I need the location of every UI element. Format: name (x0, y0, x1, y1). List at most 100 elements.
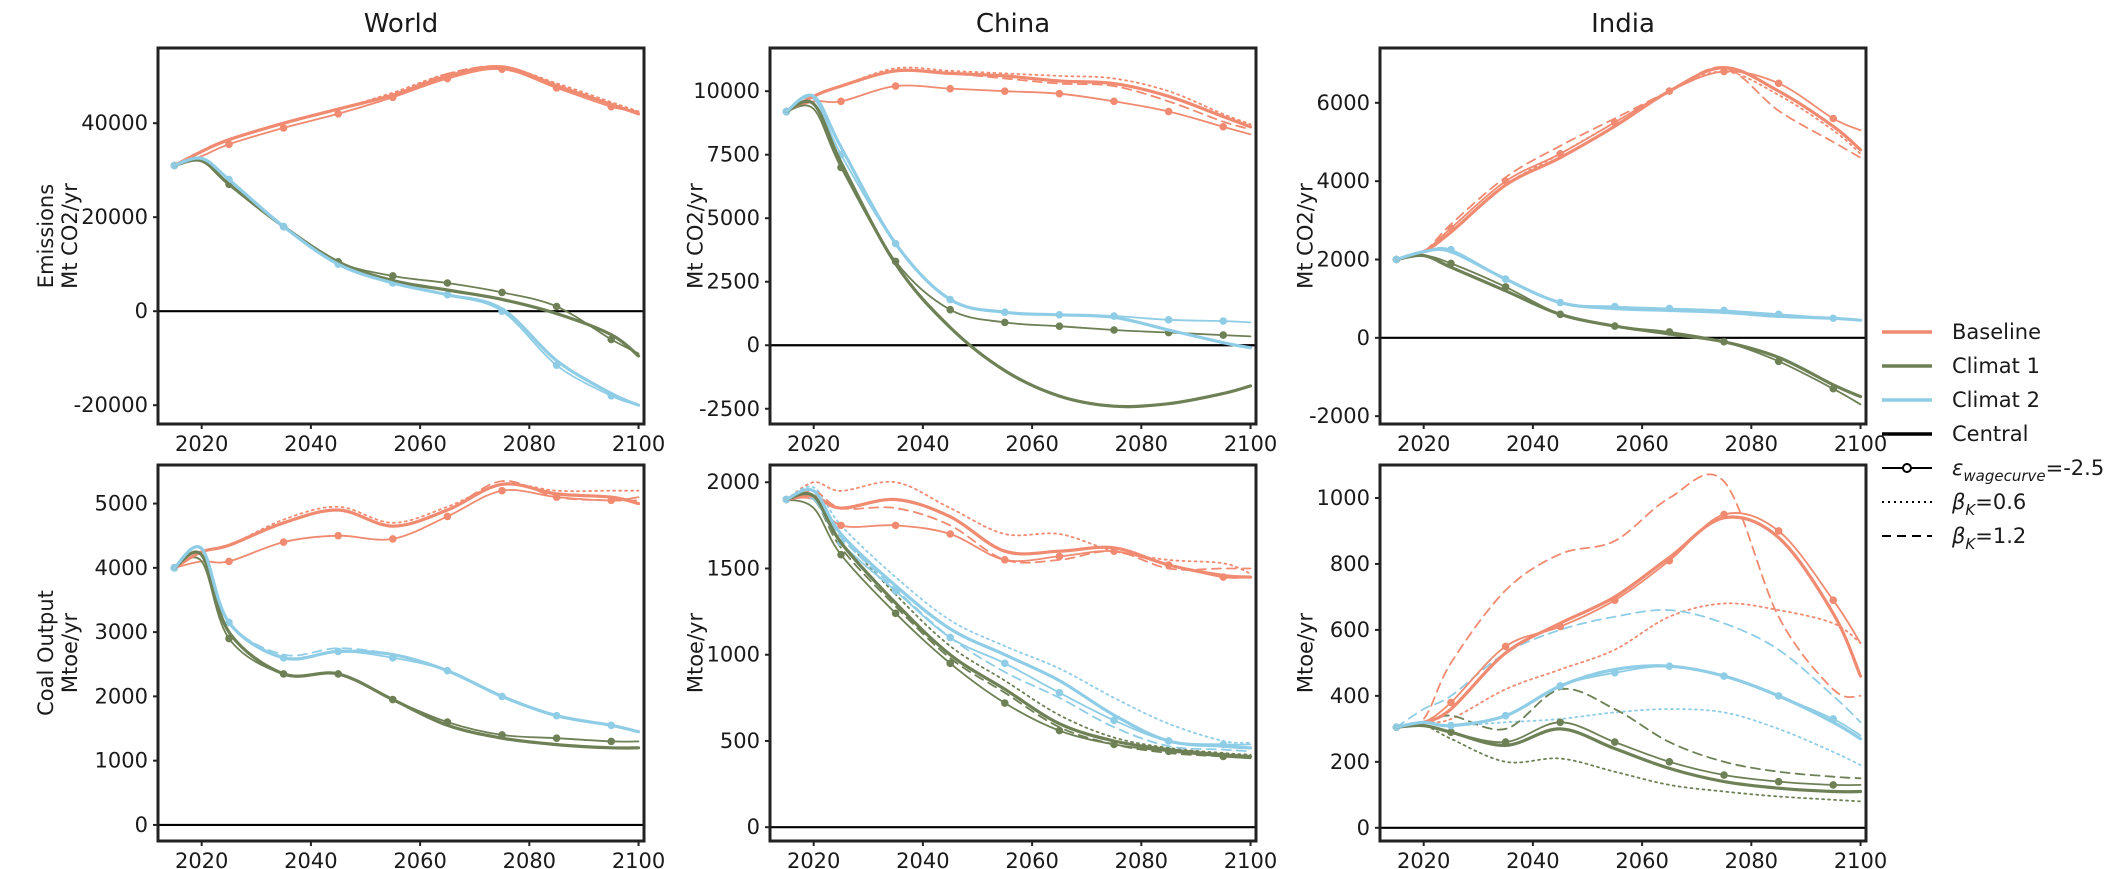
x-tick-label: 2060 (393, 432, 446, 456)
legend: Baseline Climat 1 Climat 2 Central εwagecurv… (1882, 320, 2104, 553)
y-tick-label: 2500 (707, 270, 760, 294)
series-climat-1-wage (1395, 254, 1862, 406)
data-point (891, 521, 900, 530)
x-tick-label: 2040 (1506, 432, 1559, 456)
data-point (1556, 718, 1565, 727)
data-point (498, 288, 506, 297)
series-climat-1-wage (173, 159, 640, 355)
data-point (946, 84, 955, 93)
series-baseline-bk12 (173, 65, 640, 167)
data-point (946, 530, 955, 538)
series-baseline-bk06 (1395, 602, 1862, 729)
legend-item-baseline: Baseline (1882, 320, 2041, 344)
x-tick-label: 2020 (787, 849, 840, 869)
data-point (1774, 79, 1783, 88)
data-point (1219, 331, 1228, 339)
series-baseline-wage (173, 489, 640, 569)
series-baseline-wage (785, 84, 1252, 136)
y-axis-label: Mtoe/yr (683, 613, 707, 694)
legend-item-dashed: βK=1.2 (1882, 524, 2026, 553)
panel-china-emissions: China Mt CO2/yr 2020 2040 2060 2080 2100 -2500 0… (683, 9, 1277, 456)
x-tick-label: 2100 (612, 432, 665, 456)
series-baseline-central (1394, 515, 1863, 729)
y-tick-label: 1500 (707, 556, 760, 580)
legend-item-marker: εwagecurve=-2.5 (1882, 456, 2104, 485)
data-point (1001, 87, 1009, 95)
data-point (1055, 552, 1064, 561)
data-point (1110, 97, 1118, 106)
y-tick-label: 10000 (693, 79, 760, 103)
legend-label: Climat 1 (1952, 354, 2040, 378)
series-climat-2-bk06 (785, 485, 1252, 744)
legend-label: Central (1952, 422, 2028, 446)
data-point (389, 272, 397, 280)
series-baseline-bk06 (173, 65, 640, 167)
series-climat-2-central (1394, 664, 1863, 741)
series-climat-1-central (1394, 253, 1863, 399)
x-tick-label: 2020 (787, 432, 840, 456)
panel-world-coal-output: Coal OutputMtoe/yr 2020 2040 2060 2080 2100 0 1… (34, 463, 665, 869)
x-tick-label: 2100 (612, 849, 665, 869)
data-point (1665, 758, 1674, 766)
data-point (1164, 107, 1173, 116)
data-point (1001, 699, 1009, 707)
x-tick-label: 2080 (1725, 849, 1778, 869)
x-tick-label: 2060 (1615, 849, 1668, 869)
data-point (891, 609, 900, 618)
series-climat-1-bk06 (785, 488, 1252, 756)
x-tick-label: 2060 (1005, 849, 1058, 869)
y-tick-label: 5000 (95, 492, 148, 516)
y-tick-label: 7500 (707, 143, 760, 167)
column-title: World (364, 9, 439, 39)
x-tick-label: 2040 (284, 432, 337, 456)
series-climat-2-bk12 (1395, 609, 1862, 729)
y-tick-label: 40000 (81, 111, 148, 135)
series-climat-1-central (784, 99, 1253, 409)
series-climat-2-central (784, 93, 1253, 350)
x-tick-label: 2040 (284, 849, 337, 869)
x-tick-label: 2080 (1725, 432, 1778, 456)
series-climat-1-central (1394, 723, 1863, 794)
series-climat-2-central (172, 156, 641, 407)
data-point (1110, 716, 1118, 725)
series-climat-1-bk06 (1395, 724, 1862, 803)
y-tick-label: 0 (747, 333, 760, 357)
x-tick-label: 2020 (1397, 849, 1450, 869)
data-point (1219, 317, 1228, 325)
y-tick-label: 0 (1357, 816, 1370, 840)
series-climat-1-central (172, 158, 641, 358)
x-tick-label: 2020 (1397, 432, 1450, 456)
data-point (1720, 771, 1728, 779)
data-point (498, 486, 506, 495)
panel-china-coal-output: Mtoe/yr 2020 2040 2060 2080 2100 0 500 1000 1500 2… (683, 463, 1277, 869)
series-baseline-central (784, 494, 1253, 579)
x-tick-label: 2020 (175, 849, 228, 869)
legend-label: βK=0.6 (1951, 490, 2026, 519)
data-point (279, 538, 288, 546)
data-point (891, 82, 900, 90)
y-tick-label: 0 (135, 813, 148, 837)
y-tick-label: 3000 (95, 620, 148, 644)
series-climat-1-wage (785, 498, 1252, 760)
y-tick-label: 0 (1357, 326, 1370, 350)
data-point (1055, 89, 1064, 98)
data-point (1774, 777, 1783, 786)
series-climat-1-central (172, 550, 641, 750)
x-tick-label: 2080 (1115, 849, 1168, 869)
y-tick-label: 800 (1330, 552, 1370, 576)
axes-frame (156, 463, 646, 843)
panel-world-emissions: World EmissionsMt CO2/yr 2020 2040 2060 2080 2… (34, 9, 666, 456)
data-point (552, 302, 561, 311)
column-title: India (1591, 9, 1655, 39)
y-tick-label: 5000 (707, 206, 760, 230)
x-tick-label: 2080 (503, 849, 556, 869)
data-point (443, 279, 452, 287)
legend-label: Climat 2 (1952, 388, 2040, 412)
panel-india-coal-output: Mtoe/yr 2020 2040 2060 2080 2100 0 200 400 600 800… (1293, 463, 1887, 869)
y-tick-label: -2000 (1309, 404, 1370, 428)
y-tick-label: 0 (135, 299, 148, 323)
data-point (1774, 527, 1783, 535)
x-tick-label: 2100 (1834, 849, 1887, 869)
x-tick-label: 2060 (1005, 432, 1058, 456)
